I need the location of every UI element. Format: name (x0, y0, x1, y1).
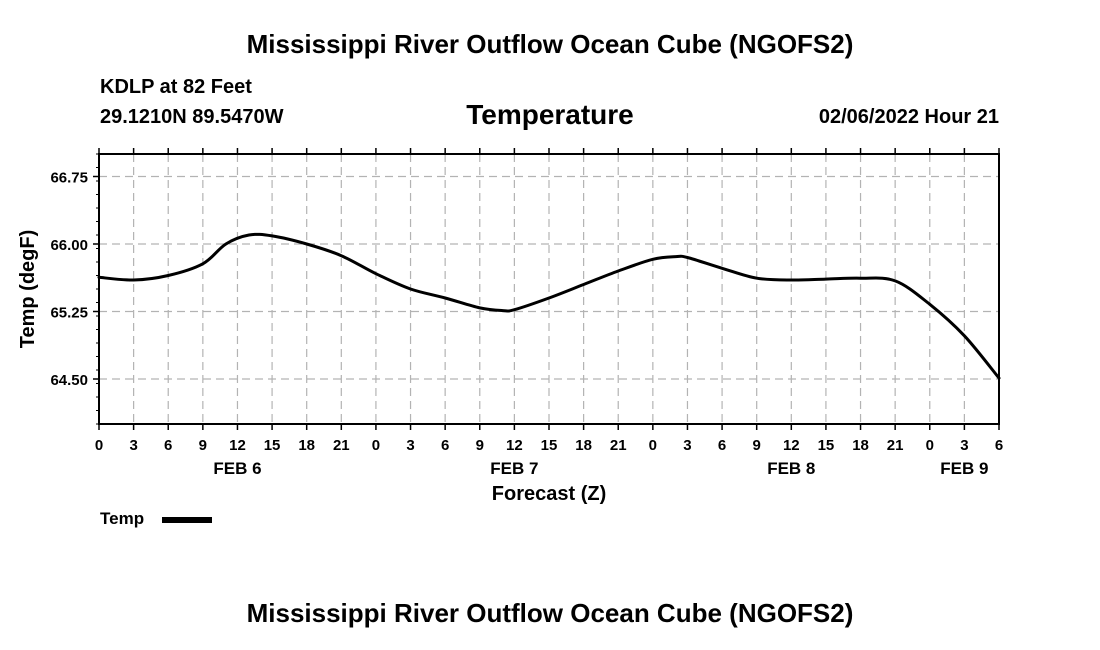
y-tick-label: 64.50 (50, 372, 88, 389)
x-tick-label: 0 (649, 437, 657, 454)
x-tick-label: 3 (129, 437, 137, 454)
x-tick-label: 12 (783, 437, 800, 454)
x-tick-label: 18 (575, 437, 592, 454)
day-label: FEB 9 (940, 459, 988, 478)
x-tick-label: 9 (199, 437, 207, 454)
footer-title: Mississippi River Outflow Ocean Cube (NG… (246, 598, 854, 628)
series-line-temp (97, 232, 1001, 380)
timestamp-label: 02/06/2022 Hour 21 (818, 106, 999, 128)
x-tick-label: 0 (372, 437, 380, 454)
x-tick-label: 21 (610, 437, 627, 454)
parameter-title: Temperature (466, 99, 634, 130)
y-axis-label: Temp (degF) (17, 230, 39, 349)
x-tick-label: 6 (164, 437, 172, 454)
x-tick-label: 21 (333, 437, 350, 454)
day-label: FEB 8 (767, 459, 815, 478)
x-tick-label: 0 (95, 437, 103, 454)
x-tick-label: 9 (753, 437, 761, 454)
x-tick-label: 6 (718, 437, 726, 454)
x-tick-label: 12 (229, 437, 246, 454)
legend-swatch (162, 517, 212, 523)
y-tick-label: 66.00 (50, 237, 88, 254)
x-tick-label: 15 (818, 437, 835, 454)
x-tick-label: 3 (960, 437, 968, 454)
x-tick-label: 18 (852, 437, 869, 454)
x-tick-label: 15 (264, 437, 281, 454)
x-tick-label: 3 (406, 437, 414, 454)
x-tick-label: 18 (298, 437, 315, 454)
legend-label: Temp (100, 509, 145, 528)
plot-frame (98, 153, 1000, 425)
x-tick-label: 9 (476, 437, 484, 454)
chart-title: Mississippi River Outflow Ocean Cube (NG… (246, 29, 854, 59)
x-tick-label: 3 (683, 437, 691, 454)
y-tick-label: 65.25 (50, 305, 88, 322)
x-tick-label: 6 (995, 437, 1003, 454)
station-label: KDLP at 82 Feet (100, 76, 252, 98)
y-tick-label: 66.75 (50, 170, 88, 187)
day-label: FEB 7 (490, 459, 538, 478)
x-tick-label: 12 (506, 437, 523, 454)
day-label: FEB 6 (213, 459, 261, 478)
x-tick-label: 6 (441, 437, 449, 454)
coordinates-label: 29.1210N 89.5470W (100, 106, 284, 128)
x-tick-label: 21 (887, 437, 904, 454)
x-axis-label: Forecast (Z) (492, 483, 606, 505)
x-tick-label: 0 (926, 437, 934, 454)
x-tick-label: 15 (541, 437, 558, 454)
